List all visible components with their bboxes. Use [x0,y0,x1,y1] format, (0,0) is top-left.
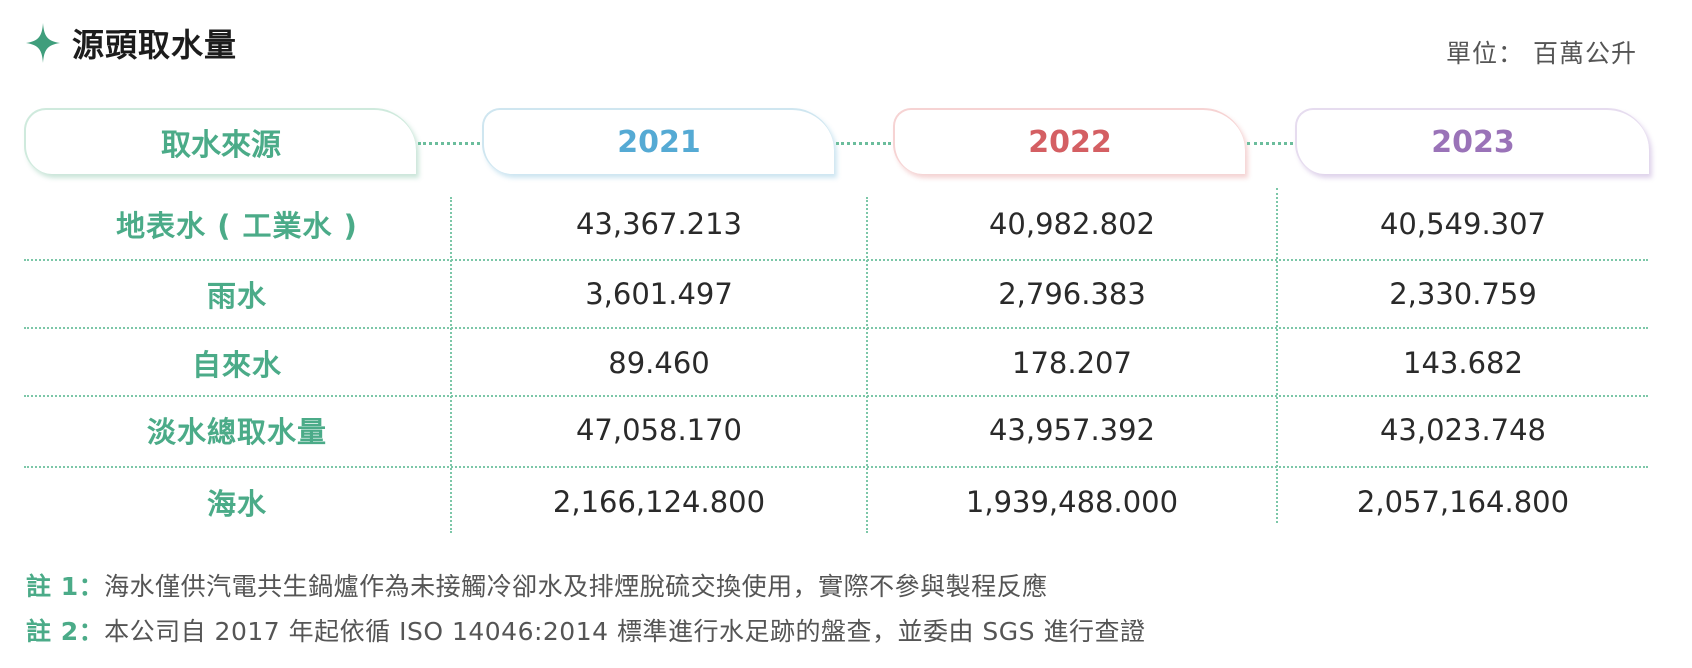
row-divider [24,395,1648,397]
value-2022: 43,957.392 [988,413,1156,447]
value-2021: 2,166,124.800 [552,485,766,519]
value-2023: 2,330.759 [1389,277,1537,311]
title-area: 源頭取水量 [26,20,237,66]
sparkle-icon [26,23,60,63]
value-2022: 40,982.802 [988,207,1156,241]
value-2021: 3,601.497 [585,277,733,311]
footnote-key: 註 2： [26,617,105,646]
row-divider [24,259,1648,261]
header-connector [836,142,891,145]
value-2022: 178.207 [1012,346,1132,380]
value-2023: 40,549.307 [1379,207,1547,241]
header-source: 取水來源 [24,108,416,174]
column-divider [1276,188,1278,523]
header-year-2023: 2023 [1295,108,1649,174]
footnote-2: 註 2：本公司自 2017 年起依循 ISO 14046:2014 標準進行水足… [26,612,1145,648]
value-2021: 47,058.170 [575,413,743,447]
value-2023: 2,057,164.800 [1356,485,1570,519]
footnote-1: 註 1：海水僅供汽電共生鍋爐作為未接觸冷卻水及排煙脫硫交換使用，實際不參與製程反… [26,567,1048,603]
header-year-2022: 2022 [893,108,1245,174]
column-divider [450,197,452,533]
footnote-key: 註 1： [26,572,105,601]
value-2021: 43,367.213 [575,207,743,241]
footnote-text: 本公司自 2017 年起依循 ISO 14046:2014 標準進行水足跡的盤查… [104,617,1146,646]
row-divider [24,327,1648,329]
row-divider [24,466,1648,468]
value-2022: 2,796.383 [998,277,1146,311]
header-connector [1247,142,1293,145]
row-label: 海水 [206,487,267,521]
row-label: 地表水 ( 工業水 ) [116,209,358,243]
column-divider [866,197,868,533]
row-label: 自來水 [191,348,282,382]
value-2023: 43,023.748 [1379,413,1547,447]
value-2023: 143.682 [1403,346,1523,380]
header-year-2021: 2021 [482,108,834,174]
header-connector [418,142,480,145]
page-title: 源頭取水量 [72,26,238,64]
row-label: 雨水 [206,279,267,313]
unit-label: 單位： 百萬公升 [1446,39,1637,68]
footnote-text: 海水僅供汽電共生鍋爐作為未接觸冷卻水及排煙脫硫交換使用，實際不參與製程反應 [104,572,1048,601]
value-2022: 1,939,488.000 [965,485,1179,519]
row-label: 淡水總取水量 [146,415,327,449]
value-2021: 89.460 [608,346,710,380]
